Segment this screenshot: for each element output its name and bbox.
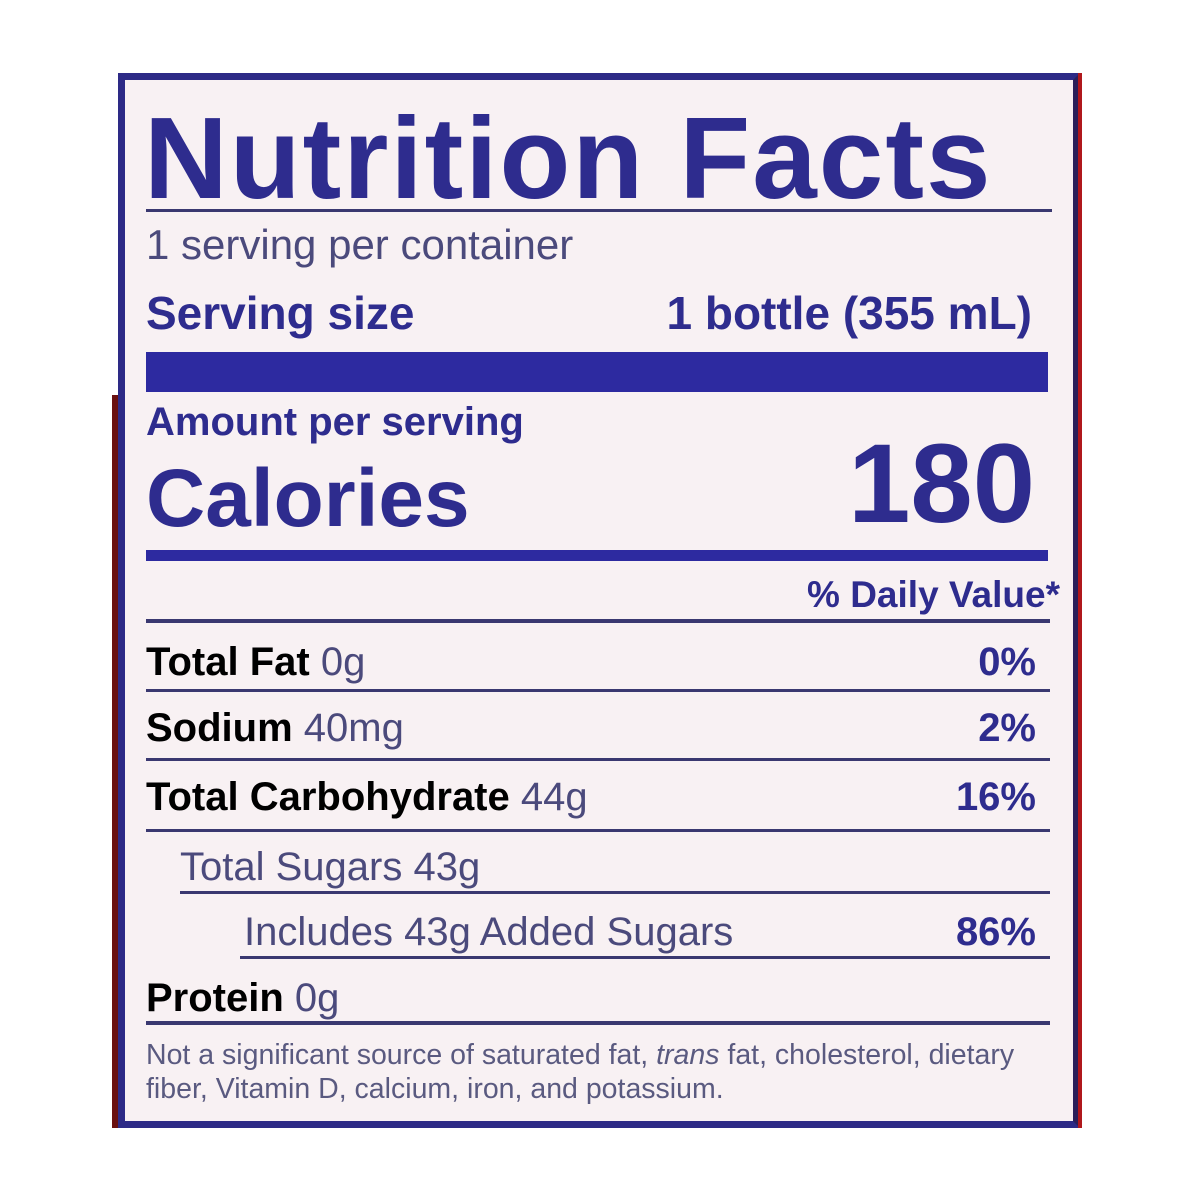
thick-divider xyxy=(146,352,1048,392)
daily-value-header: % Daily Value* xyxy=(807,574,1060,615)
nutrient-name: Total Carbohydrate xyxy=(146,775,510,819)
nutrient-dv: 2% xyxy=(978,706,1036,750)
servings-per-container: 1 serving per container xyxy=(146,221,574,268)
nutrient-row-added-sugars: Includes 43g Added Sugars 86% xyxy=(244,910,1036,958)
calories-value: 180 xyxy=(848,421,1035,546)
nutrient-dv: 0% xyxy=(978,640,1036,684)
medium-divider xyxy=(146,550,1048,561)
footnote-text: fat, cholesterol, dietary fiber, Vitamin… xyxy=(146,1039,1015,1105)
footnote-text: Not a significant source of saturated fa… xyxy=(146,1039,657,1071)
footnote: Not a significant source of saturated fa… xyxy=(146,1038,1066,1106)
divider xyxy=(146,209,1052,212)
package-edge xyxy=(1078,73,1082,1128)
nutrient-row-total-sugars: Total Sugars 43g xyxy=(180,845,1036,893)
nutrient-dv: 86% xyxy=(955,910,1036,954)
divider xyxy=(180,891,1050,894)
title: Nutrition Facts xyxy=(144,93,993,223)
nutrient-name: Includes 43g Added Sugars xyxy=(244,910,734,954)
nutrient-row-sodium: Sodium 40mg 2% xyxy=(146,706,1036,754)
nutrient-name: Total Fat xyxy=(146,640,310,684)
divider xyxy=(146,1021,1050,1025)
amount-per-serving: Amount per serving xyxy=(146,400,524,444)
nutrient-row-total-carbohydrate: Total Carbohydrate 44g 16% xyxy=(146,775,1036,823)
nutrition-facts-panel xyxy=(118,73,1080,1128)
nutrient-name: Total Sugars 43g xyxy=(180,845,481,889)
footnote-italic: trans xyxy=(656,1039,720,1071)
nutrient-amount: 0g xyxy=(294,976,340,1020)
nutrient-amount: 44g xyxy=(520,775,588,819)
nutrient-name: Protein xyxy=(146,976,284,1020)
divider xyxy=(146,689,1050,692)
divider xyxy=(146,619,1050,623)
nutrient-dv: 16% xyxy=(955,775,1036,819)
nutrient-name: Sodium xyxy=(146,706,293,750)
nutrient-amount: 0g xyxy=(320,640,366,684)
calories-label: Calories xyxy=(146,453,470,544)
nutrient-row-protein: Protein 0g xyxy=(146,976,1036,1024)
nutrient-row-total-fat: Total Fat 0g 0% xyxy=(146,640,1036,688)
divider xyxy=(240,956,1050,959)
serving-size-value: 1 bottle (355 mL) xyxy=(666,287,1032,339)
package-edge xyxy=(112,395,118,1128)
nutrient-amount: 40mg xyxy=(303,706,404,750)
serving-size-label: Serving size xyxy=(146,287,415,339)
divider xyxy=(146,829,1050,832)
divider xyxy=(146,758,1050,761)
